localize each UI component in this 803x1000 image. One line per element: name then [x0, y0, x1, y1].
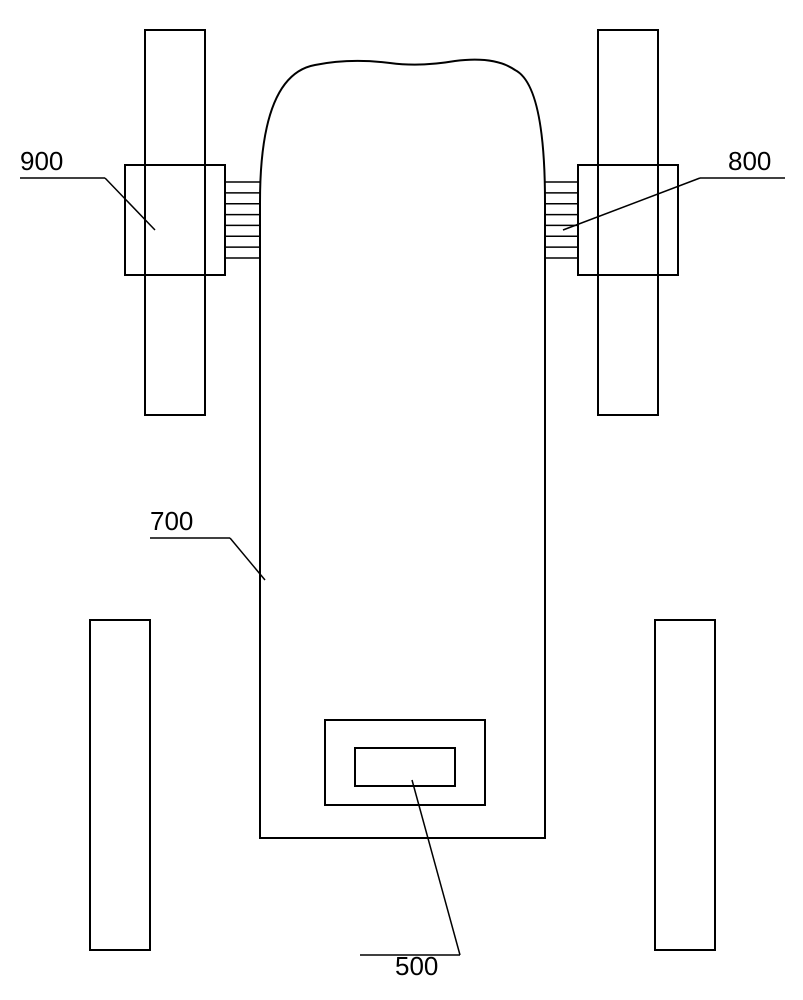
- svg-text:800: 800: [728, 146, 771, 176]
- diagram-svg: 900800700500: [0, 0, 803, 1000]
- svg-text:700: 700: [150, 506, 193, 536]
- svg-text:900: 900: [20, 146, 63, 176]
- technical-diagram: 900800700500: [0, 0, 803, 1000]
